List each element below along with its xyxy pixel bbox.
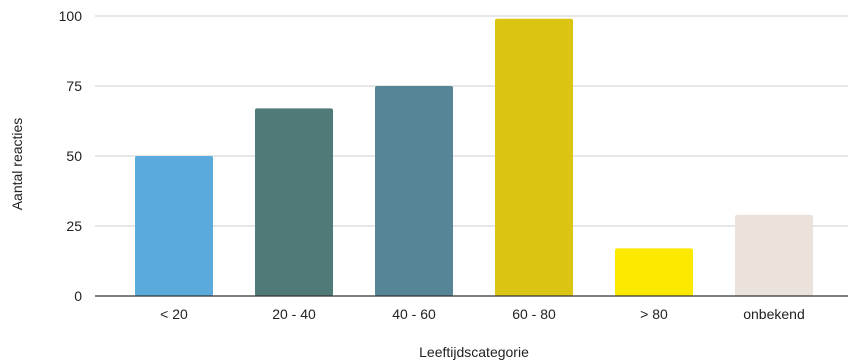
bar-1 <box>135 156 213 296</box>
x-axis-ticks: < 20 20 - 40 40 - 60 60 - 80 > 80 onbekend <box>160 306 805 322</box>
y-tick-label: 75 <box>66 78 82 94</box>
x-tick-label: > 80 <box>640 306 668 322</box>
y-tick-label: 0 <box>74 288 82 304</box>
x-tick-label: 40 - 60 <box>392 306 436 322</box>
x-tick-label: 60 - 80 <box>512 306 556 322</box>
y-axis-title: Aantal reacties <box>9 118 25 211</box>
y-tick-label: 100 <box>59 8 83 24</box>
y-tick-label: 50 <box>66 148 82 164</box>
x-axis-title: Leeftijdscategorie <box>419 344 529 360</box>
bar-6 <box>735 214 813 296</box>
gridlines <box>95 15 848 227</box>
x-tick-label: onbekend <box>743 306 805 322</box>
bar-3 <box>375 86 453 296</box>
y-axis-ticks: 0 25 50 75 100 <box>59 8 83 304</box>
bar-4 <box>495 18 573 297</box>
bar-2 <box>255 108 333 297</box>
bars <box>135 18 813 297</box>
bar-5 <box>615 248 693 296</box>
y-tick-label: 25 <box>66 218 82 234</box>
x-tick-label: 20 - 40 <box>272 306 316 322</box>
x-tick-label: < 20 <box>160 306 188 322</box>
